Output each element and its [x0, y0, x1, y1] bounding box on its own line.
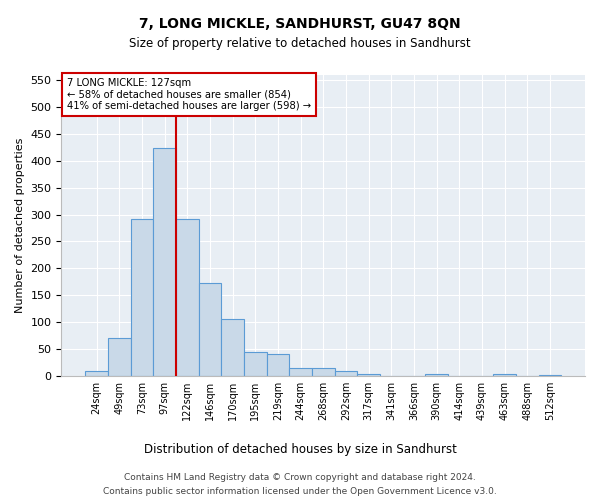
Text: Distribution of detached houses by size in Sandhurst: Distribution of detached houses by size …	[143, 442, 457, 456]
Bar	[85, 372, 108, 376]
Bar	[335, 372, 357, 376]
Bar	[199, 284, 221, 376]
Bar	[176, 220, 199, 376]
Bar	[221, 320, 244, 376]
Bar	[266, 354, 289, 376]
Bar	[357, 374, 380, 376]
Y-axis label: Number of detached properties: Number of detached properties	[15, 138, 25, 313]
Bar	[539, 374, 561, 376]
Bar	[425, 374, 448, 376]
Text: Size of property relative to detached houses in Sandhurst: Size of property relative to detached ho…	[129, 38, 471, 51]
Bar	[244, 352, 266, 376]
Text: 7 LONG MICKLE: 127sqm
← 58% of detached houses are smaller (854)
41% of semi-det: 7 LONG MICKLE: 127sqm ← 58% of detached …	[67, 78, 311, 111]
Bar	[289, 368, 312, 376]
Text: Contains public sector information licensed under the Open Government Licence v3: Contains public sector information licen…	[103, 488, 497, 496]
Text: Contains HM Land Registry data © Crown copyright and database right 2024.: Contains HM Land Registry data © Crown c…	[124, 472, 476, 482]
Text: 7, LONG MICKLE, SANDHURST, GU47 8QN: 7, LONG MICKLE, SANDHURST, GU47 8QN	[139, 18, 461, 32]
Bar	[493, 374, 516, 376]
Bar	[153, 148, 176, 376]
Bar	[108, 338, 131, 376]
Bar	[312, 368, 335, 376]
Bar	[131, 220, 153, 376]
